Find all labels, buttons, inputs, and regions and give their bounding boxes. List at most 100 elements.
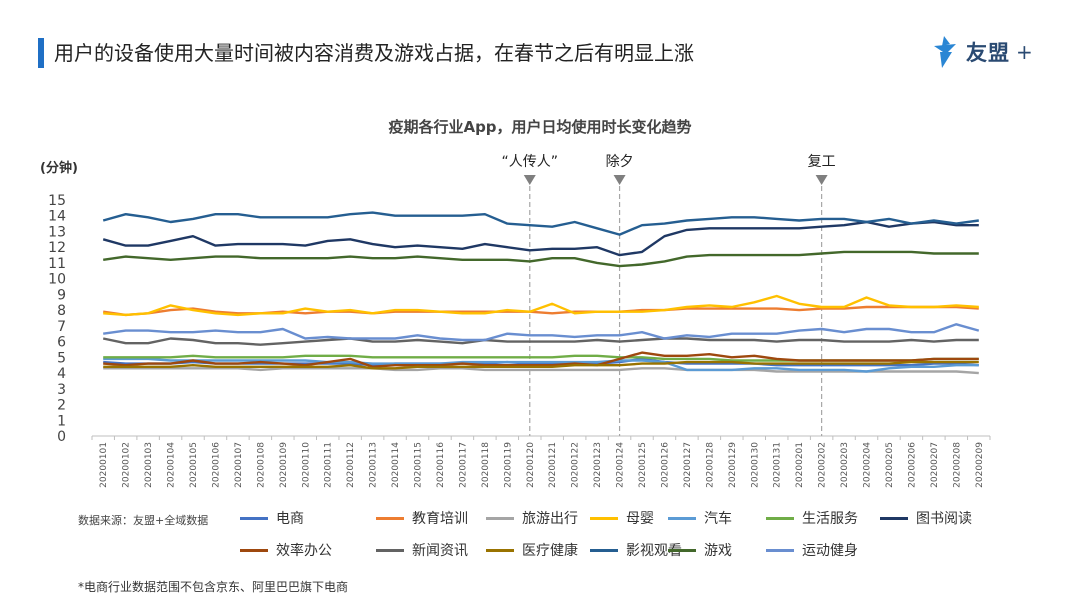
data-source: 数据来源：友盟+全域数据 (78, 514, 209, 527)
series-line-母婴 (103, 294, 979, 317)
legend-swatch (590, 516, 618, 520)
legend-swatch (668, 516, 696, 520)
annotation-marker-icon (523, 175, 536, 185)
legend-swatch (668, 548, 696, 552)
y-tick-label: 8 (57, 303, 66, 319)
y-axis-unit: (分钟) (40, 160, 78, 176)
x-tick-label: 20200104 (167, 442, 177, 488)
x-tick-label: 20200105 (189, 442, 199, 488)
logo-text: 友盟 (966, 41, 1010, 65)
x-tick-label: 20200131 (773, 442, 783, 488)
annotation-marker-icon (815, 175, 828, 185)
legend-label: 汽车 (704, 511, 732, 527)
page-title: 用户的设备使用大量时间被内容消费及游戏占据，在春节之后有明显上涨 (54, 41, 694, 65)
legend-item: 旅游出行 (486, 508, 578, 528)
annotation-label: 复工 (808, 153, 836, 170)
annotations: “人传人” 除夕 复工 (502, 153, 836, 436)
grid (91, 435, 991, 440)
x-tick-label: 20200121 (548, 442, 558, 488)
y-tick-label: 9 (57, 287, 66, 303)
y-tick-label: 12 (48, 240, 66, 256)
x-tick-label: 20200102 (122, 442, 132, 488)
x-tick-label: 20200125 (638, 442, 648, 488)
annotation-label: 除夕 (606, 154, 634, 170)
x-tick-label: 20200112 (346, 442, 356, 488)
y-tick-label: 13 (48, 224, 66, 240)
legend-label: 运动健身 (802, 543, 858, 559)
legend-item: 医疗健康 (486, 540, 578, 560)
x-tick-label: 20200116 (436, 442, 446, 488)
x-tick-label: 20200127 (683, 442, 693, 488)
x-tick-label: 20200201 (795, 442, 805, 488)
legend-item: 教育培训 (376, 508, 468, 528)
legend-item: 母婴 (590, 508, 654, 528)
x-tick-label: 20200124 (616, 442, 626, 488)
legend-label: 母婴 (626, 511, 654, 527)
x-tick-label: 20200209 (975, 442, 985, 488)
x-tick-label: 20200207 (930, 442, 940, 488)
legend-item: 游戏 (668, 540, 732, 560)
legend-item: 影视观看 (590, 540, 682, 560)
legend-swatch (240, 516, 268, 520)
footnote: *电商行业数据范围不包含京东、阿里巴巴旗下电商 (78, 580, 349, 594)
logo-plus: + (1016, 40, 1033, 64)
x-tick-label: 20200130 (750, 442, 760, 488)
x-tick-label: 20200123 (593, 442, 603, 488)
legend-label: 教育培训 (412, 511, 468, 527)
x-axis-ticks: 20200101 20200102 20200103 20200104 20200105… (99, 442, 985, 488)
x-tick-label: 20200119 (503, 442, 513, 488)
legend-swatch (240, 548, 268, 552)
x-tick-label: 20200101 (99, 442, 109, 488)
series-line-汽车 (103, 357, 979, 373)
y-tick-label: 10 (48, 272, 66, 288)
series-line-旅游出行 (103, 367, 979, 375)
x-tick-label: 20200118 (481, 442, 491, 488)
x-tick-label: 20200113 (369, 442, 379, 488)
series-line-医疗健康 (103, 360, 979, 370)
series-line-图书阅读 (102, 220, 979, 257)
legend-label: 生活服务 (802, 511, 858, 527)
y-tick-label: 6 (57, 335, 66, 351)
legend-label: 旅游出行 (522, 511, 578, 527)
legend-swatch (766, 516, 794, 520)
series-line-新闻资讯 (102, 337, 979, 346)
x-tick-label: 20200110 (301, 442, 311, 488)
legend-label: 医疗健康 (522, 543, 578, 559)
series-line-运动健身 (103, 323, 980, 342)
series-line-效率办公 (103, 351, 979, 368)
legend-item: 新闻资讯 (376, 540, 468, 560)
legend-item: 电商 (240, 508, 304, 528)
y-tick-label: 0 (57, 429, 66, 445)
x-tick-label: 20200114 (391, 442, 401, 488)
x-tick-label: 20200208 (952, 442, 962, 488)
x-tick-label: 20200117 (458, 442, 468, 488)
x-tick-label: 20200202 (818, 442, 828, 488)
title-accent-bar (38, 38, 44, 68)
legend-label: 游戏 (704, 543, 732, 559)
legend-label: 效率办公 (276, 543, 332, 559)
x-tick-label: 20200111 (324, 442, 334, 488)
x-tick-label: 20200115 (414, 442, 424, 488)
y-tick-label: 1 (57, 413, 66, 429)
umeng-logo: 友盟 + (930, 32, 1033, 72)
x-tick-label: 20200126 (660, 442, 670, 488)
y-tick-label: 14 (48, 209, 66, 225)
legend-swatch (486, 548, 514, 552)
legend-swatch (880, 516, 908, 520)
x-tick-label: 20200204 (863, 442, 873, 488)
legend-label: 电商 (276, 511, 304, 527)
x-tick-label: 20200203 (840, 442, 850, 488)
x-tick-label: 20200106 (211, 442, 221, 488)
legend-swatch (486, 516, 514, 520)
legend-label: 图书阅读 (916, 511, 972, 527)
x-tick-label: 20200107 (234, 442, 244, 488)
y-tick-label: 7 (57, 319, 66, 335)
legend-label: 影视观看 (626, 543, 682, 559)
series-lines (102, 211, 980, 375)
series-line-影视观看 (102, 211, 979, 236)
y-tick-label: 15 (48, 193, 66, 209)
y-tick-label: 2 (57, 398, 66, 414)
annotation-label: “人传人” (502, 154, 559, 170)
